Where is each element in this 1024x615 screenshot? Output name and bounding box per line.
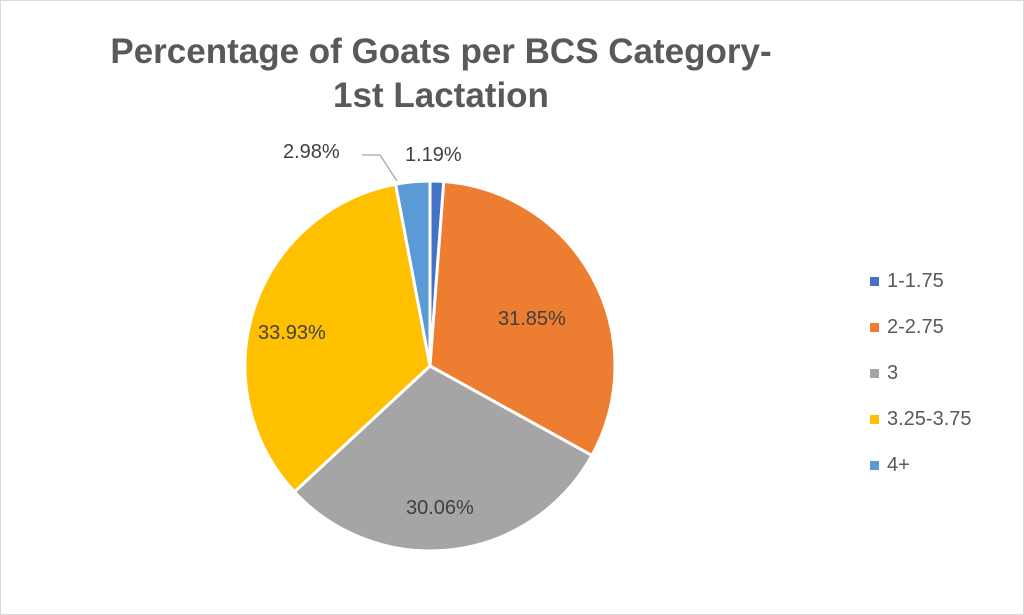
pie-slice-3 [292,364,594,553]
legend-swatch [870,368,879,378]
pie-slice-2-2.75 [428,179,617,458]
legend-item-4plus: 4+ [870,442,972,488]
legend-item-3.25-3.75: 3.25-3.75 [870,396,972,442]
data-label-3: 30.06% [406,497,474,519]
legend: 1-1.75 2-2.75 3 3.25-3.75 4+ [870,258,972,488]
data-label-3.25-3.75: 33.93% [258,322,326,344]
data-label-1-1.75: 1.19% [405,144,462,166]
pie-slice-4+ [393,179,432,367]
data-label-4plus: 2.98% [283,141,340,163]
legend-swatch [870,414,879,424]
legend-item-2-2.75: 2-2.75 [870,304,972,350]
legend-swatch [870,276,879,286]
pie-slice-3.25-3.75 [243,182,432,494]
legend-swatch [870,322,879,332]
legend-item-3: 3 [870,350,972,396]
chart-title-line-1: Percentage of Goats per BCS Category- [110,32,772,71]
legend-swatch [870,460,879,470]
leader-line [362,154,398,182]
data-label-2-2.75: 31.85% [498,308,566,330]
chart-title-line-2: 1st Lactation [333,76,549,115]
legend-item-1-1.75: 1-1.75 [870,258,972,304]
